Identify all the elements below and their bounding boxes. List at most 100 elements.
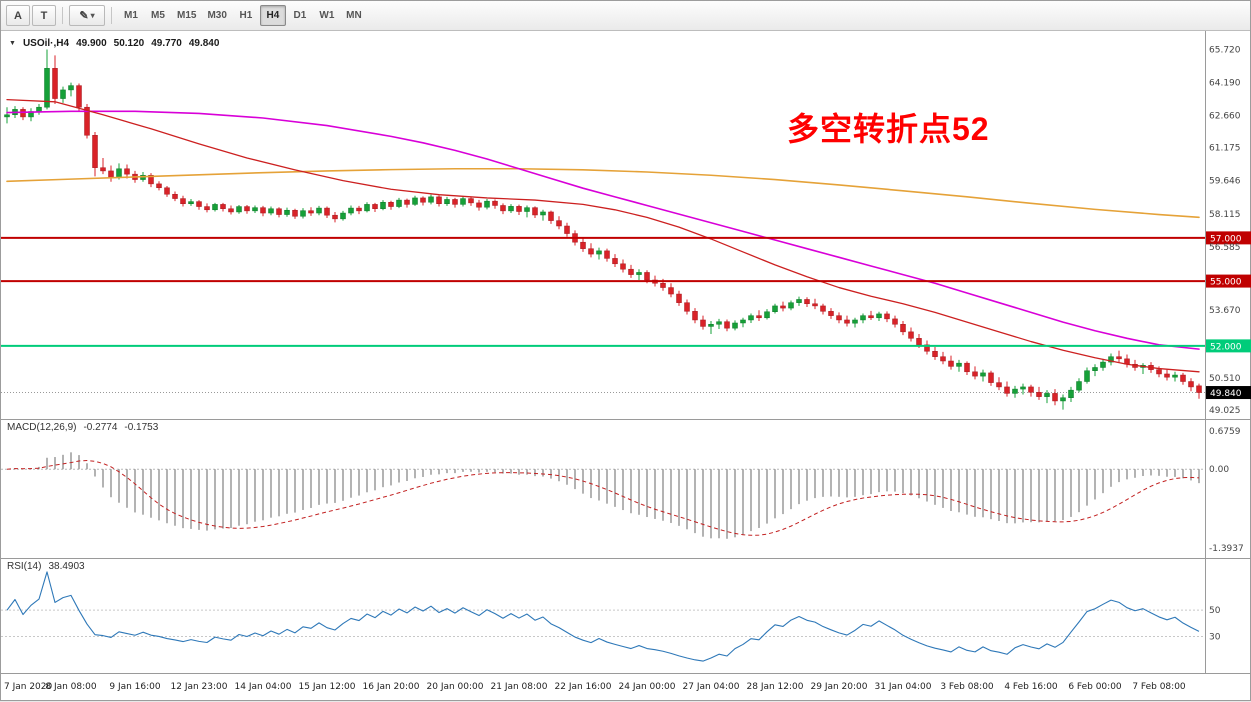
candle-body	[1196, 385, 1202, 393]
timeframe-button-mn[interactable]: MN	[341, 5, 367, 26]
candle-body	[868, 315, 874, 319]
candle-body	[788, 302, 794, 309]
candle-body	[468, 198, 474, 204]
low-value: 49.770	[151, 38, 182, 49]
symbol-timeframe-label: USOil·,H4	[22, 38, 70, 49]
candle-body	[956, 362, 962, 367]
timeframe-button-m15[interactable]: M15	[172, 5, 201, 26]
candle-body	[460, 198, 466, 205]
candle-body	[36, 106, 42, 112]
candle-body	[1036, 392, 1042, 397]
pointer-tool-button[interactable]: A	[6, 5, 30, 26]
candle-body	[188, 201, 194, 205]
price-axis-label: 59.646	[1209, 177, 1241, 187]
macd-axis-label: 0.00	[1209, 465, 1229, 475]
candle-body	[1092, 367, 1098, 371]
candle-body	[388, 201, 394, 207]
candle-body	[732, 322, 738, 329]
current-price-badge-label: 49.840	[1210, 389, 1242, 399]
candle-body	[548, 211, 554, 221]
price-axis-label: 64.190	[1209, 79, 1241, 89]
candle-body	[44, 68, 50, 108]
open-value: 49.900	[76, 38, 107, 49]
hline-badge	[1206, 274, 1251, 288]
candle-body	[204, 206, 210, 211]
candle-body	[300, 210, 306, 217]
candle-body	[1116, 356, 1122, 360]
ma-slow-orange-line	[6, 167, 1200, 219]
hline-badge-label: 55.000	[1210, 278, 1242, 288]
candle-body	[276, 208, 282, 215]
candle-body	[404, 199, 410, 205]
timeframe-button-h4[interactable]: H4	[259, 5, 286, 26]
candle-body	[692, 311, 698, 321]
rsi-label: RSI(14)	[7, 561, 42, 572]
candle-body	[612, 258, 618, 265]
candle-body	[884, 313, 890, 320]
candle-body	[556, 220, 562, 227]
candle-body	[996, 382, 1002, 388]
candle-body	[604, 250, 610, 259]
candle-body	[964, 362, 970, 373]
time-axis-label: 31 Jan 04:00	[875, 682, 932, 692]
timeframe-button-w1[interactable]: W1	[314, 5, 340, 26]
candle-body	[452, 199, 458, 205]
candle-body	[148, 174, 154, 185]
candle-body	[260, 207, 266, 214]
time-axis-label: 7 Jan 2020	[4, 682, 52, 692]
candle-body	[780, 305, 786, 309]
candle-body	[4, 114, 10, 118]
candle-body	[580, 241, 586, 249]
candle-body	[1044, 393, 1050, 397]
candle-body	[1172, 374, 1178, 378]
candle-body	[644, 272, 650, 281]
candle-body	[1028, 386, 1034, 393]
macd-signal-line	[6, 459, 1200, 536]
time-axis-label: 21 Jan 08:00	[491, 682, 548, 692]
candle-body	[236, 206, 242, 213]
price-axis-label: 56.585	[1209, 243, 1241, 253]
chevron-down-icon: ▾	[90, 11, 95, 20]
timeframe-button-m1[interactable]: M1	[118, 5, 144, 26]
candle-body	[756, 315, 762, 319]
text-tool-button[interactable]: T	[32, 5, 56, 26]
time-axis-label: 29 Jan 20:00	[811, 682, 868, 692]
current-price-badge	[1206, 386, 1251, 400]
candle-body	[724, 321, 730, 329]
candle-body	[716, 321, 722, 325]
draw-tool-dropdown[interactable]: ✎ ▾	[69, 5, 105, 26]
candle-body	[492, 200, 498, 206]
collapse-icon[interactable]: ▼	[9, 40, 16, 47]
candle-body	[476, 202, 482, 208]
candle-body	[916, 338, 922, 346]
candle-body	[924, 344, 930, 352]
time-axis-label: 12 Jan 23:00	[171, 682, 228, 692]
candle-body	[372, 204, 378, 209]
candle-body	[220, 204, 226, 209]
ma-fast-red-line	[6, 98, 1200, 373]
price-axis-label: 61.175	[1209, 144, 1241, 154]
timeframe-button-m5[interactable]: M5	[145, 5, 171, 26]
candle-body	[804, 299, 810, 305]
candle-body	[396, 199, 402, 207]
rsi-axis-label: 50	[1209, 606, 1221, 616]
candle-body	[772, 305, 778, 313]
candle-body	[668, 287, 674, 295]
candle-body	[628, 268, 634, 275]
symbol-title: ▼ USOil·,H4 49.900 50.120 49.770 49.840	[9, 38, 219, 49]
timeframe-button-d1[interactable]: D1	[287, 5, 313, 26]
candle-body	[876, 313, 882, 319]
annotation-text: 多空转折点52	[787, 111, 990, 147]
rsi-axis-label: 30	[1209, 633, 1221, 643]
candle-body	[92, 135, 98, 168]
candle-body	[700, 319, 706, 327]
timeframe-button-m30[interactable]: M30	[202, 5, 231, 26]
candle-body	[428, 196, 434, 203]
candle-body	[588, 248, 594, 255]
candle-body	[1084, 370, 1090, 382]
timeframe-button-h1[interactable]: H1	[233, 5, 259, 26]
candle-body	[292, 209, 298, 217]
hline-badge-label: 52.000	[1210, 342, 1242, 352]
price-axis-label: 58.115	[1209, 210, 1241, 220]
